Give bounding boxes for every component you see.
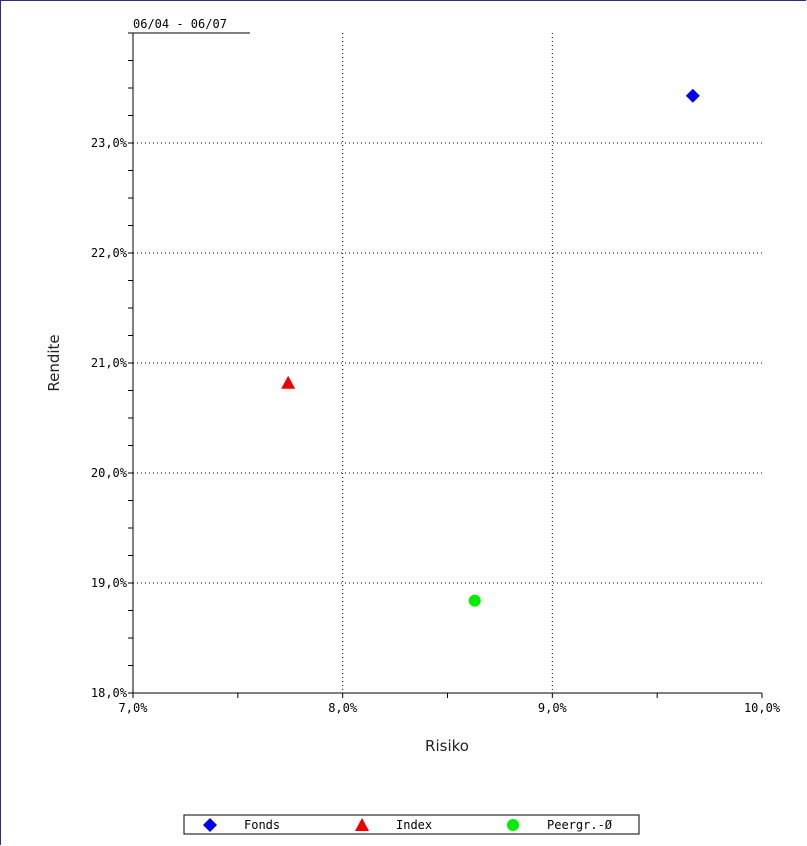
legend-marker-fonds — [203, 818, 217, 832]
chart-title: 06/04 - 06/07 — [133, 17, 227, 31]
x-tick-label: 9,0% — [538, 701, 568, 715]
y-tick-label: 19,0% — [91, 576, 128, 590]
y-tick-label: 18,0% — [91, 686, 128, 700]
x-tick-label: 8,0% — [328, 701, 358, 715]
axes — [132, 33, 762, 694]
x-tick-label: 10,0% — [744, 701, 781, 715]
y-tick-label: 21,0% — [91, 356, 128, 370]
legend-marker-peergr — [507, 819, 519, 831]
legend-label-index: Index — [396, 818, 432, 832]
legend-marker-index — [355, 818, 369, 831]
point-fonds — [685, 88, 700, 103]
x-axis-title: Risiko — [425, 737, 469, 755]
tick-labels: 7,0% 8,0% 9,0% 10,0% 18,0% 19,0% 20,0% 21,0% 22,… — [91, 136, 781, 715]
point-peergr — [468, 594, 481, 607]
point-index — [281, 375, 296, 389]
y-tick-label: 23,0% — [91, 136, 128, 150]
grid — [133, 33, 762, 693]
y-tick-label: 22,0% — [91, 246, 128, 260]
data-points — [281, 88, 700, 607]
legend-label-peergr: Peergr.-Ø — [547, 818, 613, 832]
ticks — [128, 32, 763, 698]
legend: Fonds Index Peergr.-Ø — [183, 814, 640, 835]
legend-label-fonds: Fonds — [244, 818, 280, 832]
y-tick-label: 20,0% — [91, 466, 128, 480]
y-axis-title: Rendite — [45, 334, 63, 391]
x-tick-label: 7,0% — [119, 701, 149, 715]
legend-box — [183, 814, 640, 835]
